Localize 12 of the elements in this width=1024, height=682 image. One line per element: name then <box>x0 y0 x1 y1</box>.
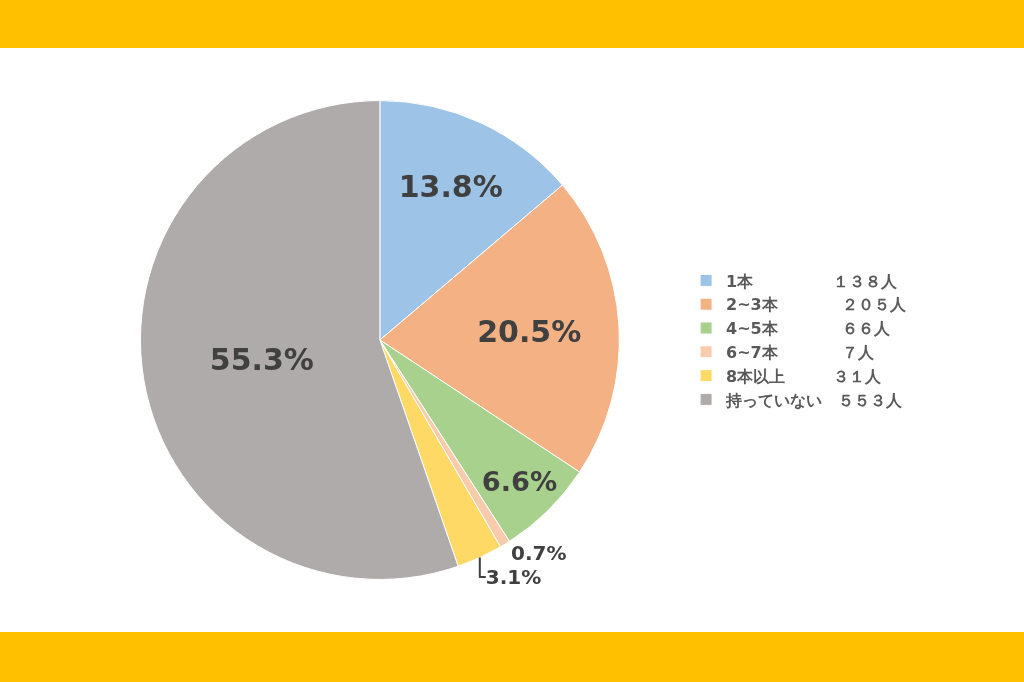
legend-label: 4~5本 ６６人 <box>726 319 891 339</box>
data-label: 55.3% <box>209 342 314 378</box>
data-label: 13.8% <box>398 169 503 205</box>
legend-label: 8本以上 ３１人 <box>726 366 883 386</box>
data-label: 20.5% <box>477 313 582 349</box>
legend-label: 持っていない ５５３人 <box>725 390 904 410</box>
legend-label: 6~7本 ７人 <box>726 343 875 363</box>
data-label: 3.1% <box>485 564 542 589</box>
legend-label: 1本 １３８人 <box>726 271 899 291</box>
legend-label: 2~3本 ２０５人 <box>726 295 907 315</box>
data-label: 0.7% <box>511 540 567 565</box>
data-label: 6.6% <box>481 465 558 497</box>
